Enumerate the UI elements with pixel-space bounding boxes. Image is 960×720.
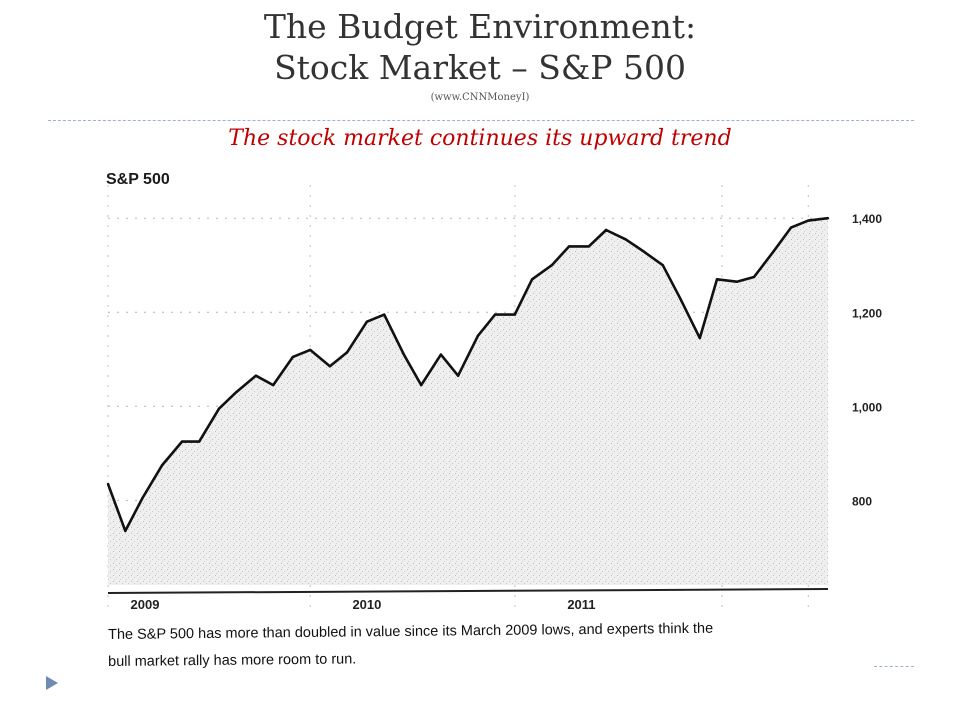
data-point [513,313,516,316]
data-point [807,219,810,222]
data-point [161,463,164,467]
data-point [698,336,701,340]
data-point [383,313,386,316]
data-point [604,228,608,232]
source-note: (www.CNNMoneyI) [430,92,530,103]
data-point [328,365,332,368]
data-point [678,297,682,300]
data-point [476,334,480,337]
data-points [106,217,830,533]
y-tick-label: 1,200 [852,306,882,320]
data-point [530,278,534,281]
data-point [365,320,369,323]
data-point [235,391,238,394]
data-point [789,226,793,229]
data-point [141,496,144,500]
x-axis-ticks: 2009 2010 2011 [131,597,596,612]
caption-line2: bull market rally has more room to run. [108,651,357,670]
area-fill [108,218,828,585]
data-point [752,275,756,279]
x-tick-label: 2010 [352,597,381,612]
data-point [272,383,275,387]
data-point [198,440,201,443]
data-point [309,348,312,352]
slide-title-line2: Stock Market – S&P 500 [274,48,686,87]
y-tick-label: 1,000 [852,400,882,414]
slide-subtitle: The stock market continues its upward tr… [228,126,732,151]
x-tick-label: 2011 [567,597,595,612]
y-tick-label: 800 [852,494,872,508]
data-point [254,374,258,377]
y-tick-label: 1,400 [852,212,882,226]
data-point [439,353,443,356]
sp500-chart: S&P 500 800 1,000 1,200 1,400 2009 2010 2011 [106,171,882,612]
data-point [715,278,719,281]
data-point [456,374,460,377]
data-point [106,482,110,486]
chart-title: S&P 500 [106,171,170,188]
top-divider [48,120,914,121]
data-point [217,407,221,410]
data-point [346,351,349,354]
data-point [124,529,127,533]
bottom-divider [874,666,914,667]
data-point [493,313,497,316]
data-point [402,353,406,356]
data-point [624,238,627,241]
series-line [106,216,829,533]
data-point [735,280,738,283]
slide-title-line1: The Budget Environment: [263,7,697,46]
data-point [826,217,830,220]
y-axis-ticks: 800 1,000 1,200 1,400 [852,212,882,508]
x-axis-line [107,588,829,594]
data-point [291,355,295,359]
caption-line1: The S&P 500 has more than doubled in val… [108,620,714,643]
data-point [641,249,645,253]
data-point [420,383,423,387]
data-point [180,440,184,443]
x-tick-label: 2009 [131,597,160,612]
data-point [567,245,571,248]
triangle-arrow-icon [46,676,58,690]
data-point [550,264,553,267]
data-point [772,249,775,253]
data-point [587,245,590,248]
data-point [661,264,664,267]
